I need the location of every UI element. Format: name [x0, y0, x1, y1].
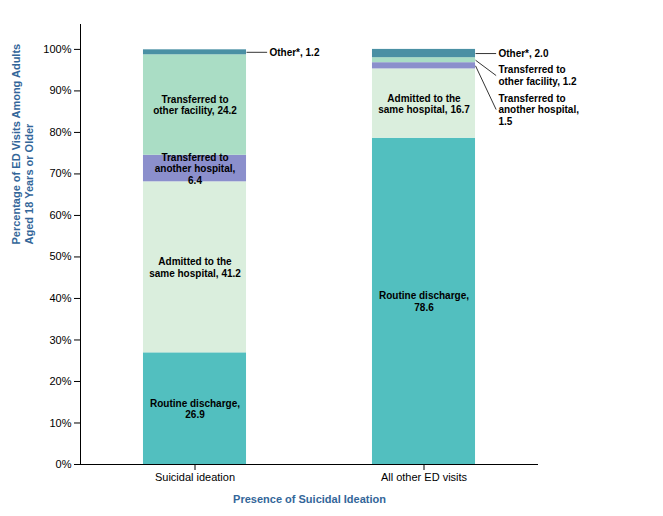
svg-text:Routine discharge,78.6: Routine discharge,78.6	[379, 290, 469, 313]
svg-text:20%: 20%	[49, 375, 71, 387]
svg-text:Other*, 2.0: Other*, 2.0	[498, 48, 548, 59]
svg-text:50%: 50%	[49, 250, 71, 262]
svg-text:Admitted to thesame hospital,: Admitted to thesame hospital, 16.7	[378, 93, 470, 116]
svg-text:All other ED visits: All other ED visits	[381, 471, 468, 483]
svg-text:70%: 70%	[49, 167, 71, 179]
svg-text:60%: 60%	[49, 209, 71, 221]
svg-text:100%: 100%	[43, 43, 71, 55]
svg-text:30%: 30%	[49, 333, 71, 345]
svg-text:0%: 0%	[56, 458, 72, 470]
svg-text:Other*, 1.2: Other*, 1.2	[269, 47, 319, 58]
svg-text:90%: 90%	[49, 84, 71, 96]
svg-text:10%: 10%	[49, 417, 71, 429]
svg-text:Transferred toanother hospital: Transferred toanother hospital,6.4	[155, 152, 236, 186]
svg-text:Percentage of ED Visits Among: Percentage of ED Visits Among AdultsAged…	[10, 44, 35, 245]
svg-text:80%: 80%	[49, 126, 71, 138]
svg-text:Routine discharge,26.9: Routine discharge,26.9	[150, 398, 240, 421]
svg-text:Presence of Suicidal Ideation: Presence of Suicidal Ideation	[233, 493, 386, 505]
svg-text:Transferred toother facility,: Transferred toother facility, 1.2	[498, 64, 577, 87]
svg-text:Admitted to thesame hospital,: Admitted to thesame hospital, 41.2	[149, 256, 241, 279]
svg-text:Transferred toanother hospital: Transferred toanother hospital,1.5	[498, 93, 579, 127]
svg-text:Transferred toother facility,: Transferred toother facility, 24.2	[153, 94, 237, 117]
svg-text:40%: 40%	[49, 292, 71, 304]
svg-text:Suicidal ideation: Suicidal ideation	[155, 471, 235, 483]
